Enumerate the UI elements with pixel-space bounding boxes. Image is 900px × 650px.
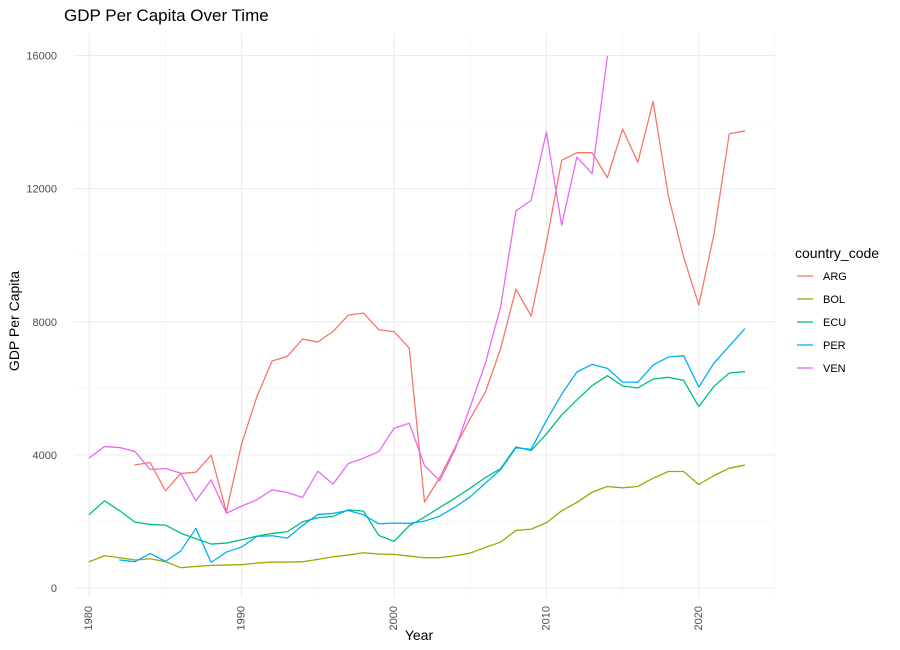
legend-label-per: PER xyxy=(823,340,846,352)
series-line-ecu xyxy=(88,371,746,545)
series-line-per xyxy=(119,328,746,564)
y-tick-label: 8000 xyxy=(33,317,57,329)
legend-label-arg: ARG xyxy=(823,271,847,283)
minor-gridlines xyxy=(74,33,776,598)
legend: country_code ARG BOL ECU PER VEN xyxy=(795,245,879,375)
series-line-ven xyxy=(88,55,609,514)
x-tick-label: 2010 xyxy=(540,606,552,630)
x-axis-ticks: 1980 1990 2000 2010 2020 xyxy=(83,606,705,630)
series-line-arg xyxy=(134,100,746,513)
y-tick-label: 0 xyxy=(51,583,57,595)
legend-label-ven: VEN xyxy=(823,363,846,375)
x-tick-label: 1990 xyxy=(236,606,248,630)
legend-title: country_code xyxy=(795,245,879,261)
y-tick-label: 4000 xyxy=(33,450,57,462)
x-tick-label: 2020 xyxy=(693,606,705,630)
legend-label-bol: BOL xyxy=(823,294,845,306)
major-gridlines xyxy=(74,33,775,598)
x-axis-title: Year xyxy=(405,627,434,643)
y-tick-label: 12000 xyxy=(26,184,57,196)
legend-label-ecu: ECU xyxy=(823,317,846,329)
x-tick-label: 2000 xyxy=(388,606,400,630)
y-axis-title: GDP Per Capita xyxy=(6,271,22,371)
x-tick-label: 1980 xyxy=(83,606,95,630)
series-lines xyxy=(88,55,746,569)
y-axis-ticks: 0 4000 8000 12000 16000 xyxy=(26,51,57,596)
chart-title: GDP Per Capita Over Time xyxy=(64,6,269,25)
y-tick-label: 16000 xyxy=(26,51,57,63)
series-line-bol xyxy=(88,464,746,569)
